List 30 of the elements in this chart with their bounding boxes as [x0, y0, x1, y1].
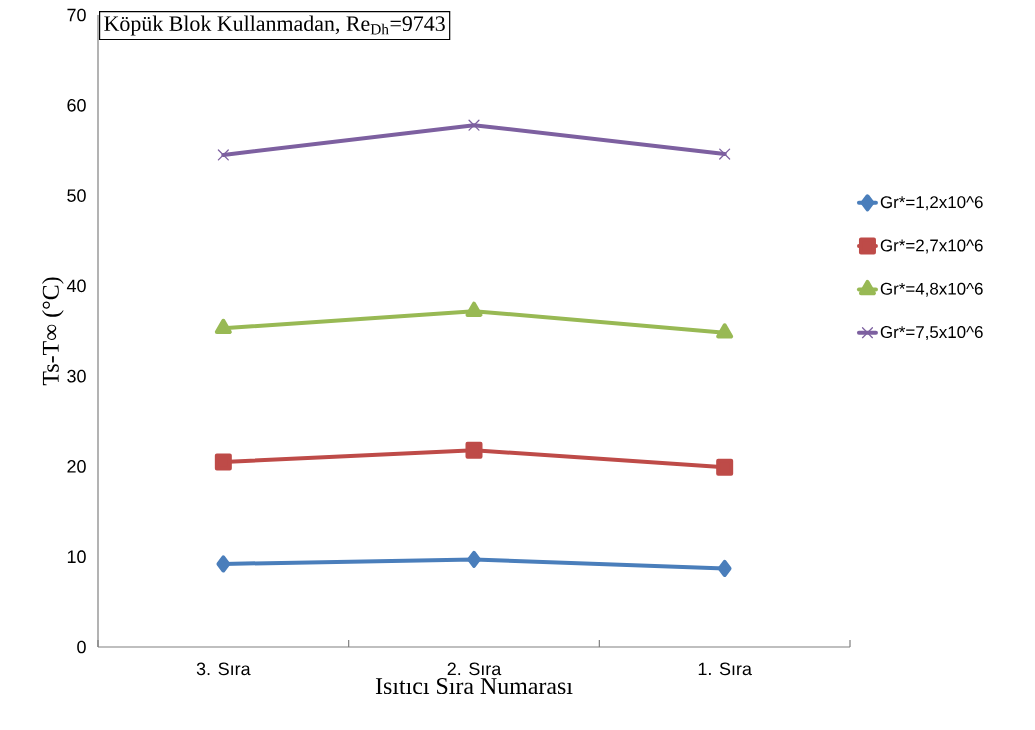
- legend-label: Gr*=1,2x10^6: [880, 196, 983, 211]
- point: [465, 301, 483, 317]
- y-axis-title: Ts-T∞ (°C): [42, 277, 64, 386]
- x-tick-label: 2. Sıra: [447, 662, 502, 676]
- y-tick-label: 0: [77, 640, 86, 654]
- x-axis-title: Isıtıcı Sıra Numarası: [375, 678, 573, 695]
- point: [214, 318, 232, 335]
- y-tick-label: 50: [67, 189, 86, 202]
- point: [214, 453, 232, 471]
- x-tick-label: 1. Sıra: [698, 662, 752, 676]
- y-tick-label: 30: [67, 369, 86, 383]
- y-tick-label: 60: [67, 98, 86, 112]
- point: [719, 148, 731, 160]
- point: [716, 458, 734, 476]
- point: [716, 323, 734, 339]
- point: [468, 119, 480, 131]
- point: [465, 441, 483, 459]
- x-tick-label: 3. Sıra: [196, 662, 251, 676]
- y-tick-label: 70: [67, 8, 86, 22]
- legend-label: Gr*=2,7x10^6: [880, 239, 983, 254]
- chart-title: Köpük Blok Kullanmadan, Re$_{Dh}$=9743: [104, 15, 445, 36]
- y-tick-label: 20: [67, 460, 86, 473]
- point: [717, 559, 732, 577]
- point: [467, 550, 481, 568]
- y-tick-label: 40: [66, 279, 86, 293]
- legend-label: Gr*=4,8x10^6: [880, 282, 983, 297]
- legend-label: Gr*=7,5x10^6: [880, 326, 983, 341]
- point: [216, 555, 231, 573]
- point: [217, 149, 229, 161]
- y-tick-label: 10: [67, 550, 86, 564]
